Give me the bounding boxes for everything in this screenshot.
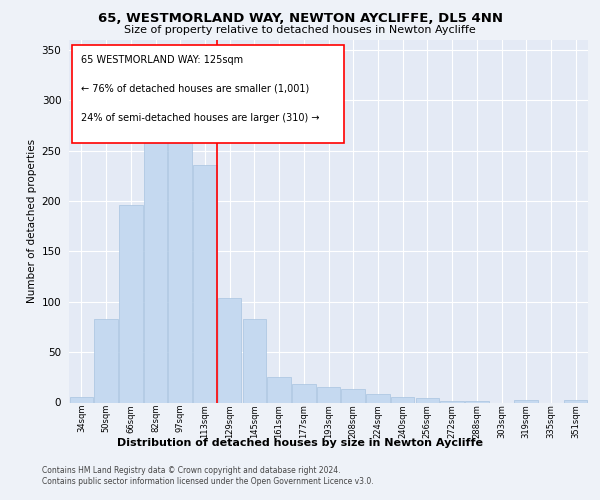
Text: 65, WESTMORLAND WAY, NEWTON AYCLIFFE, DL5 4NN: 65, WESTMORLAND WAY, NEWTON AYCLIFFE, DL… [97, 12, 503, 26]
Bar [218, 298, 241, 403]
Bar [169, 134, 192, 402]
Text: Distribution of detached houses by size in Newton Aycliffe: Distribution of detached houses by size … [117, 438, 483, 448]
Y-axis label: Number of detached properties: Number of detached properties [28, 139, 37, 304]
Bar [564, 400, 587, 402]
Bar [268, 378, 291, 402]
Bar [119, 205, 143, 402]
Text: ← 76% of detached houses are smaller (1,001): ← 76% of detached houses are smaller (1,… [81, 84, 309, 94]
Bar [391, 398, 415, 402]
Bar [341, 390, 365, 402]
Bar [292, 384, 316, 402]
Bar [416, 398, 439, 402]
Bar [193, 165, 217, 402]
Bar [144, 126, 167, 402]
Bar [94, 319, 118, 402]
Text: 24% of semi-detached houses are larger (310) →: 24% of semi-detached houses are larger (… [81, 112, 319, 122]
FancyBboxPatch shape [71, 46, 344, 144]
Bar [242, 319, 266, 402]
Text: Size of property relative to detached houses in Newton Aycliffe: Size of property relative to detached ho… [124, 25, 476, 35]
Bar [317, 388, 340, 402]
Text: 65 WESTMORLAND WAY: 125sqm: 65 WESTMORLAND WAY: 125sqm [81, 54, 243, 64]
Bar [366, 394, 389, 402]
Bar [70, 398, 93, 402]
Text: Contains HM Land Registry data © Crown copyright and database right 2024.: Contains HM Land Registry data © Crown c… [42, 466, 341, 475]
Text: Contains public sector information licensed under the Open Government Licence v3: Contains public sector information licen… [42, 478, 374, 486]
Bar [514, 400, 538, 402]
